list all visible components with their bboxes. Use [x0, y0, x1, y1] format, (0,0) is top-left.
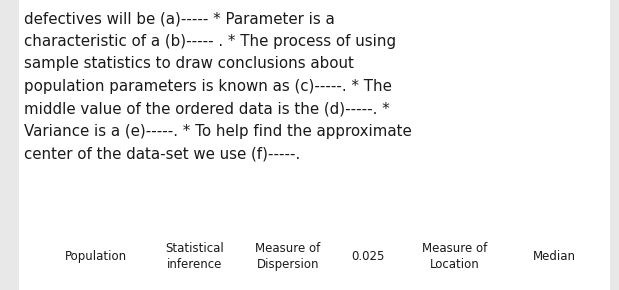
Text: defectives will be (a)----- * Parameter is a
characteristic of a (b)----- . * Th: defectives will be (a)----- * Parameter … — [24, 12, 411, 161]
Text: 0.025: 0.025 — [352, 250, 385, 263]
Text: Population: Population — [65, 250, 127, 263]
FancyBboxPatch shape — [19, 0, 610, 290]
Text: Median: Median — [532, 250, 576, 263]
Text: Measure of
Location: Measure of Location — [422, 242, 488, 271]
Text: Measure of
Dispersion: Measure of Dispersion — [255, 242, 321, 271]
Text: Statistical
inference: Statistical inference — [166, 242, 224, 271]
